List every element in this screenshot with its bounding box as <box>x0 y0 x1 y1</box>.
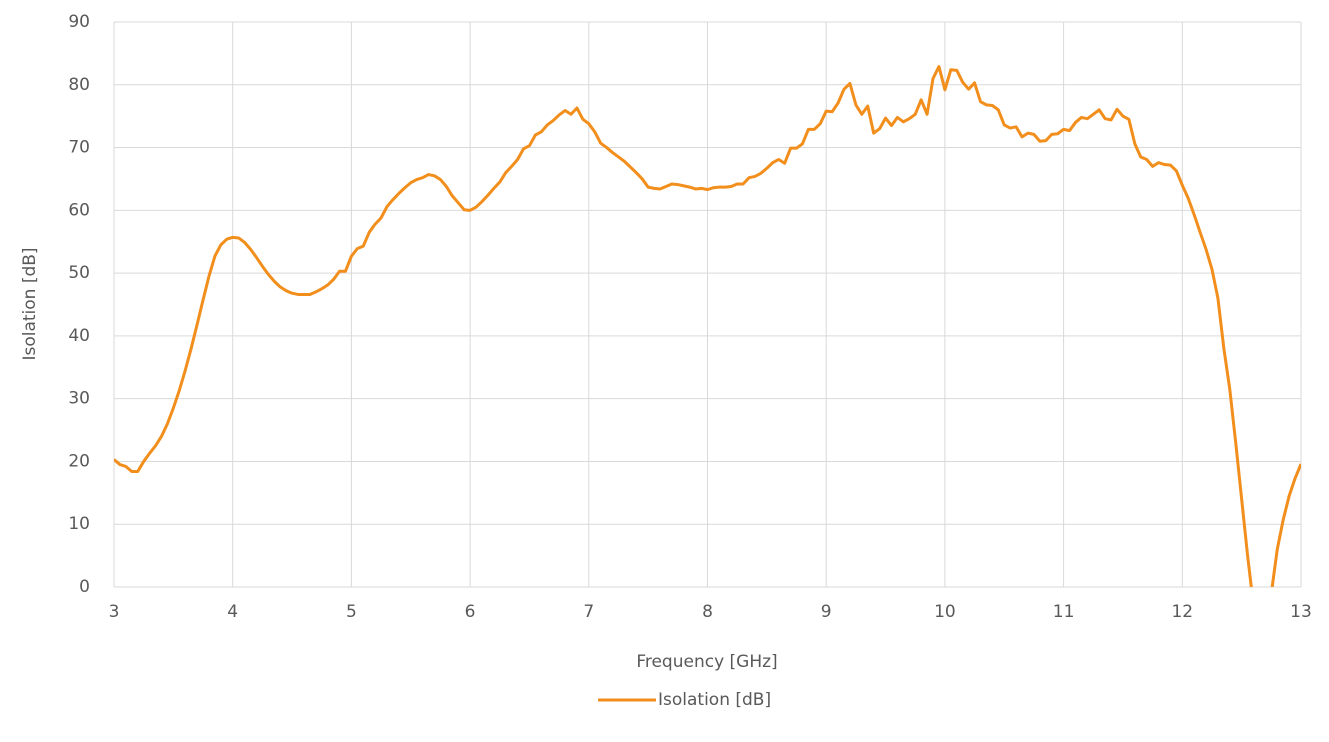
y-tick-label: 90 <box>68 12 90 32</box>
y-tick-label: 50 <box>68 263 90 283</box>
x-tick-label: 9 <box>821 602 832 622</box>
y-tick-label: 60 <box>68 200 90 220</box>
y-tick-label: 40 <box>68 326 90 346</box>
x-tick-label: 11 <box>1053 602 1075 622</box>
x-tick-label: 12 <box>1171 602 1193 622</box>
x-tick-label: 6 <box>465 602 476 622</box>
legend-label: Isolation [dB] <box>658 690 771 710</box>
x-tick-label: 4 <box>227 602 238 622</box>
y-tick-label: 30 <box>68 389 90 409</box>
x-tick-label: 5 <box>346 602 357 622</box>
x-tick-label: 10 <box>934 602 956 622</box>
y-tick-label: 0 <box>79 577 90 597</box>
x-axis-label: Frequency [GHz] <box>636 652 777 672</box>
x-tick-label: 13 <box>1290 602 1312 622</box>
y-tick-label: 20 <box>68 451 90 471</box>
y-tick-label: 10 <box>68 514 90 534</box>
x-tick-label: 8 <box>702 602 713 622</box>
x-tick-label: 7 <box>583 602 594 622</box>
data-line <box>114 65 1301 587</box>
y-tick-label: 80 <box>68 75 90 95</box>
y-tick-label: 70 <box>68 138 90 158</box>
x-tick-label: 3 <box>109 602 120 622</box>
y-axis-label: Isolation [dB] <box>20 247 40 360</box>
